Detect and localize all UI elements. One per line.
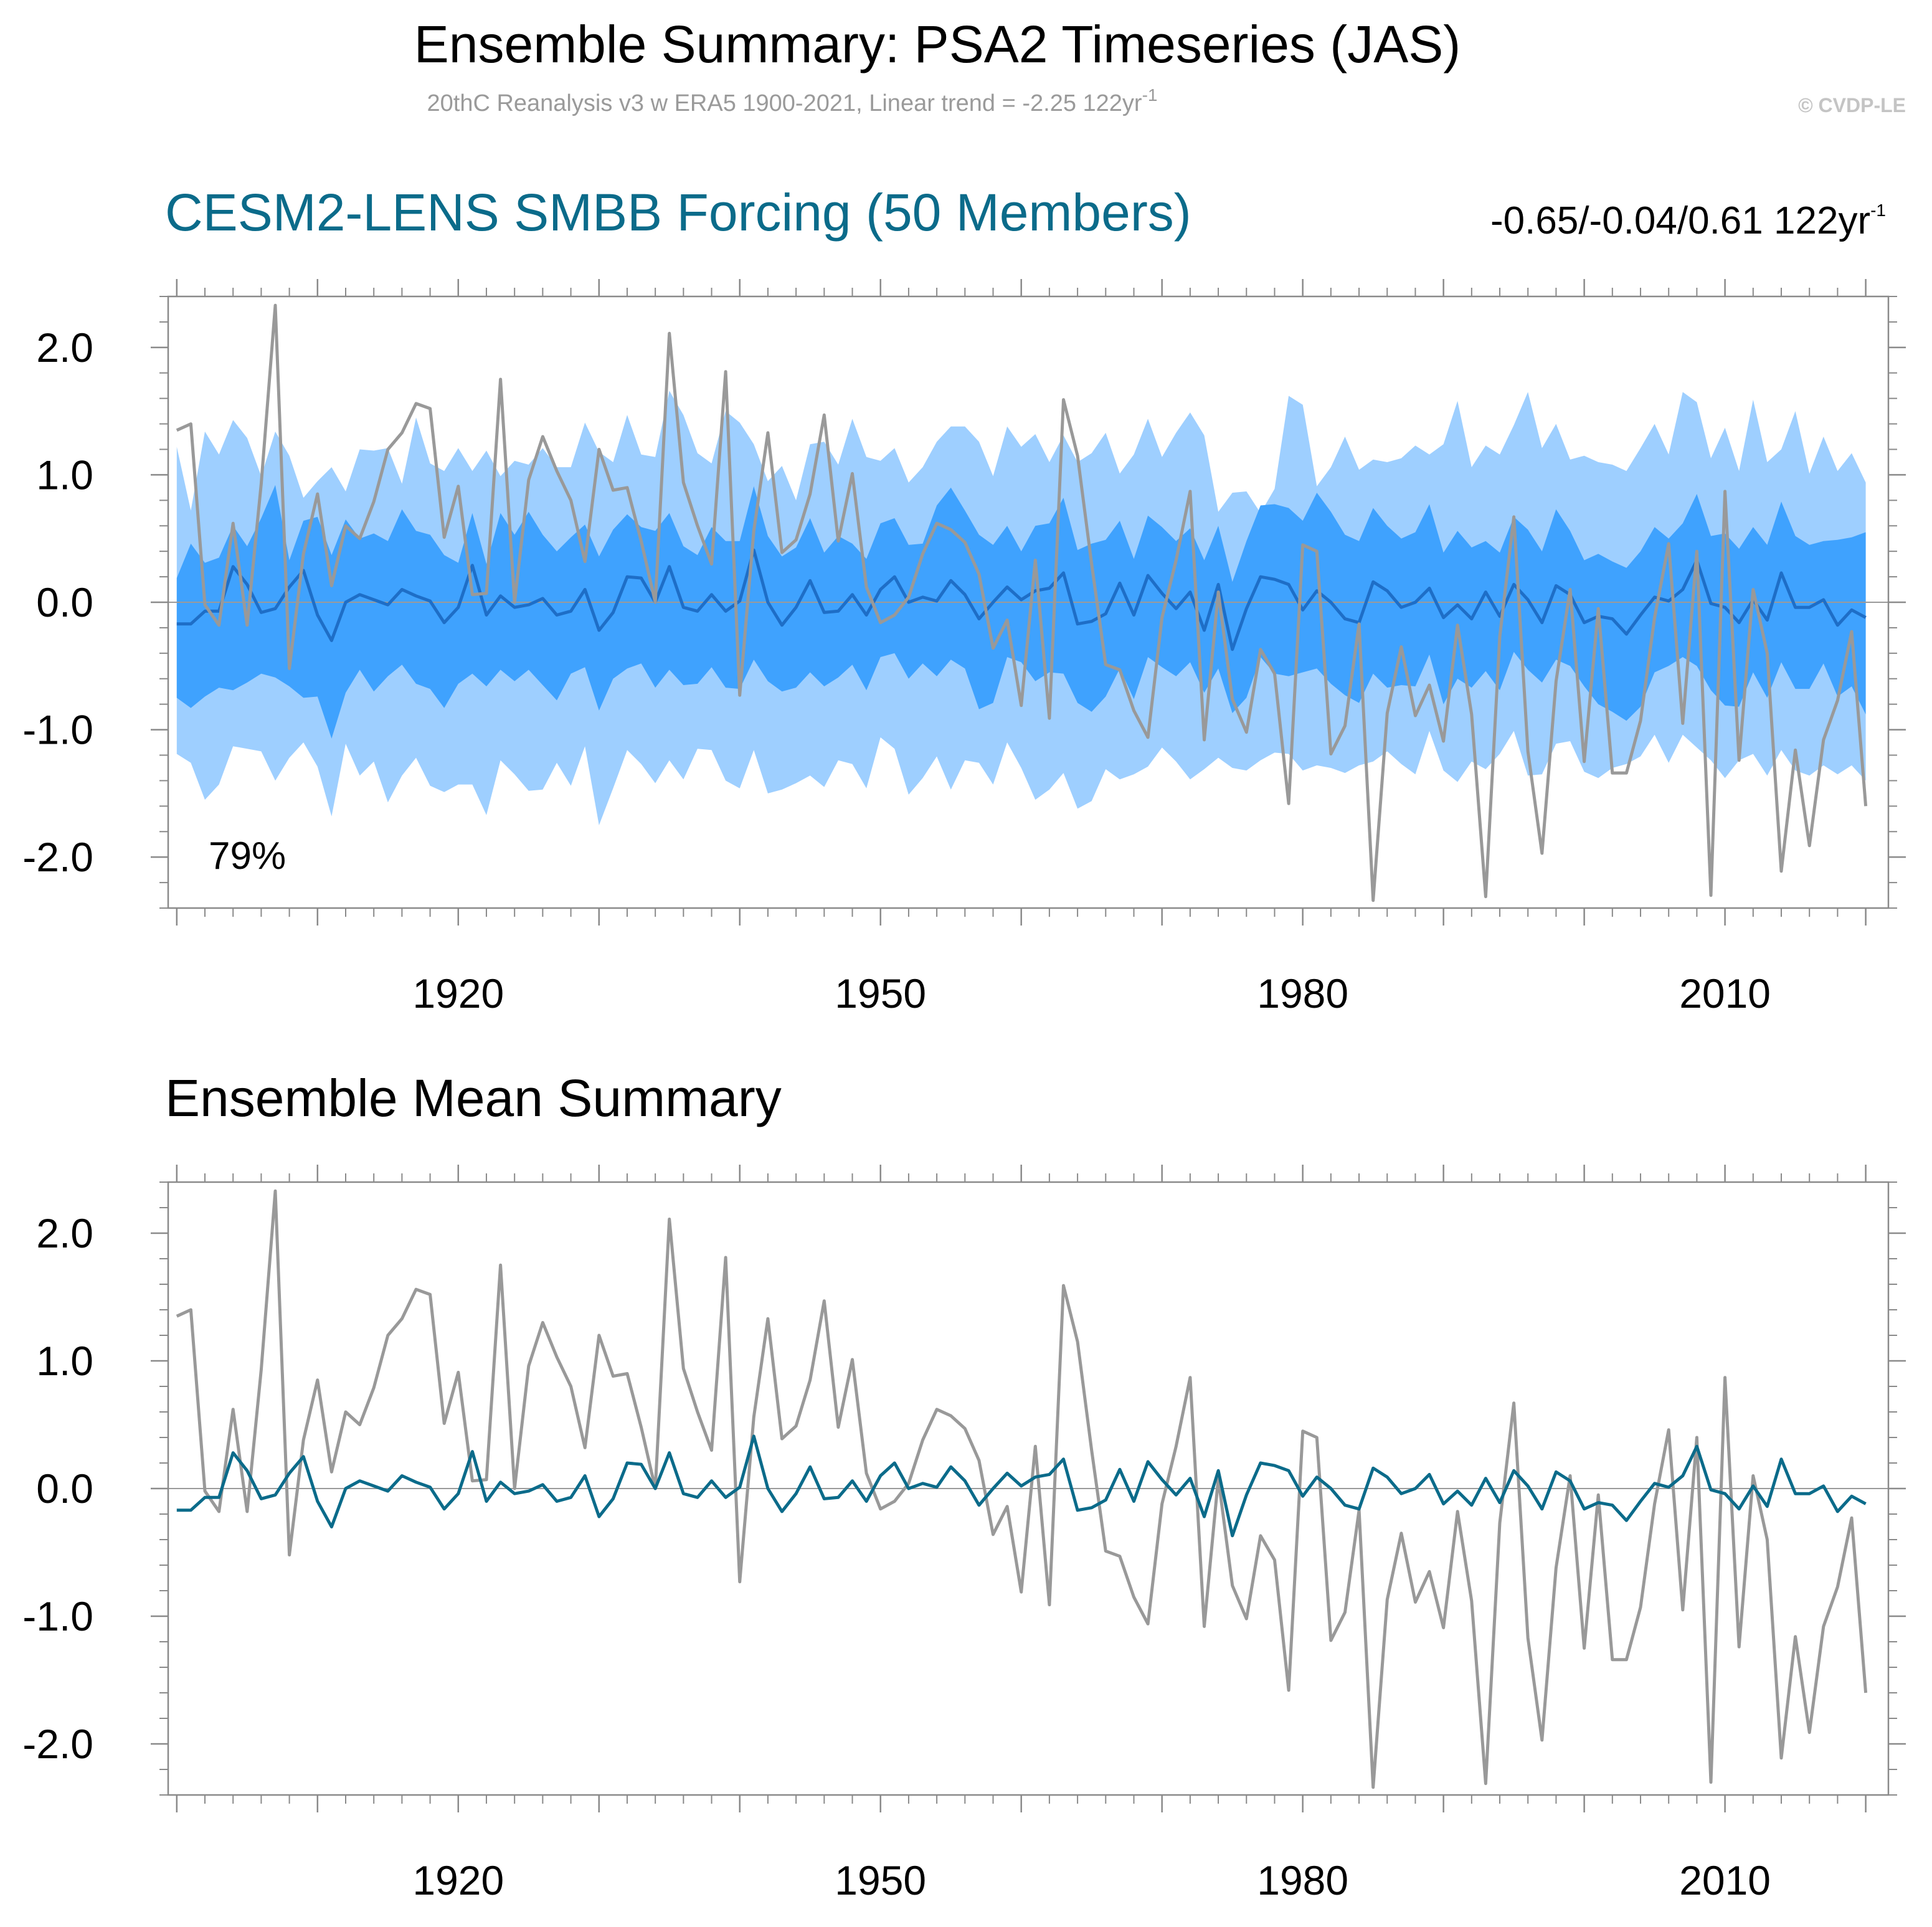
x-tick-label: 1950 <box>835 1857 926 1903</box>
observed-line <box>176 1189 1868 1789</box>
y-tick-label: 2.0 <box>36 1210 93 1256</box>
x-tick-label: 1980 <box>1257 970 1348 1016</box>
panel2-title: Ensemble Mean Summary <box>165 1069 782 1127</box>
panel1-lines <box>176 303 1868 902</box>
inner-spread-band <box>176 485 1866 739</box>
panel1-plot: 2.0 1.0 0.0 -1.0 -2.0 1920 1950 1980 2010 79% <box>22 279 1906 1016</box>
ensemble-mean-line <box>176 548 1867 651</box>
y-tick-label: -1.0 <box>22 1593 93 1639</box>
y-tick-label: 0.0 <box>36 1465 93 1512</box>
panel1-trend-superscript: -1 <box>1870 201 1886 220</box>
panel2-ticks: 2.0 1.0 0.0 -1.0 -2.0 1920 1950 1980 2010 <box>22 1165 1906 1903</box>
x-tick-label: 1980 <box>1257 1857 1348 1903</box>
y-tick-label: -1.0 <box>22 707 93 753</box>
x-tick-label: 1950 <box>835 970 926 1016</box>
x-tick-label: 2010 <box>1679 1857 1771 1903</box>
subtitle-text: 20thC Reanalysis v3 w ERA5 1900-2021, Li… <box>427 90 1142 116</box>
panel1-bands <box>176 391 1866 825</box>
x-tick-label: 2010 <box>1679 970 1771 1016</box>
panel1-trend: -0.65/-0.04/0.61 122yr-1 <box>1490 199 1886 242</box>
ensemble-mean-line <box>176 1434 1867 1538</box>
copyright-label: © CVDP-LE <box>1798 94 1906 116</box>
subtitle: 20thC Reanalysis v3 w ERA5 1900-2021, Li… <box>427 85 1158 116</box>
y-tick-label: 1.0 <box>36 452 93 498</box>
main-title: Ensemble Summary: PSA2 Timeseries (JAS) <box>414 15 1461 73</box>
y-tick-label: -2.0 <box>22 834 93 880</box>
x-tick-label: 1920 <box>412 970 504 1016</box>
y-tick-label: 0.0 <box>36 579 93 625</box>
panel2-plot: 2.0 1.0 0.0 -1.0 -2.0 1920 1950 1980 2010 <box>22 1165 1906 1903</box>
panel1-title: CESM2-LENS SMBB Forcing (50 Members) <box>165 183 1191 242</box>
observed-line <box>176 303 1868 902</box>
y-tick-label: 1.0 <box>36 1338 93 1384</box>
panel1-percent-label: 79% <box>209 835 286 878</box>
panel2-lines <box>176 1189 1868 1789</box>
x-tick-label: 1920 <box>412 1857 504 1903</box>
panel1-trend-text: -0.65/-0.04/0.61 122yr <box>1490 199 1870 242</box>
y-tick-label: -2.0 <box>22 1721 93 1767</box>
subtitle-superscript: -1 <box>1142 85 1158 105</box>
y-tick-label: 2.0 <box>36 324 93 371</box>
panel1-ticks: 2.0 1.0 0.0 -1.0 -2.0 1920 1950 1980 2010 <box>22 279 1906 1016</box>
